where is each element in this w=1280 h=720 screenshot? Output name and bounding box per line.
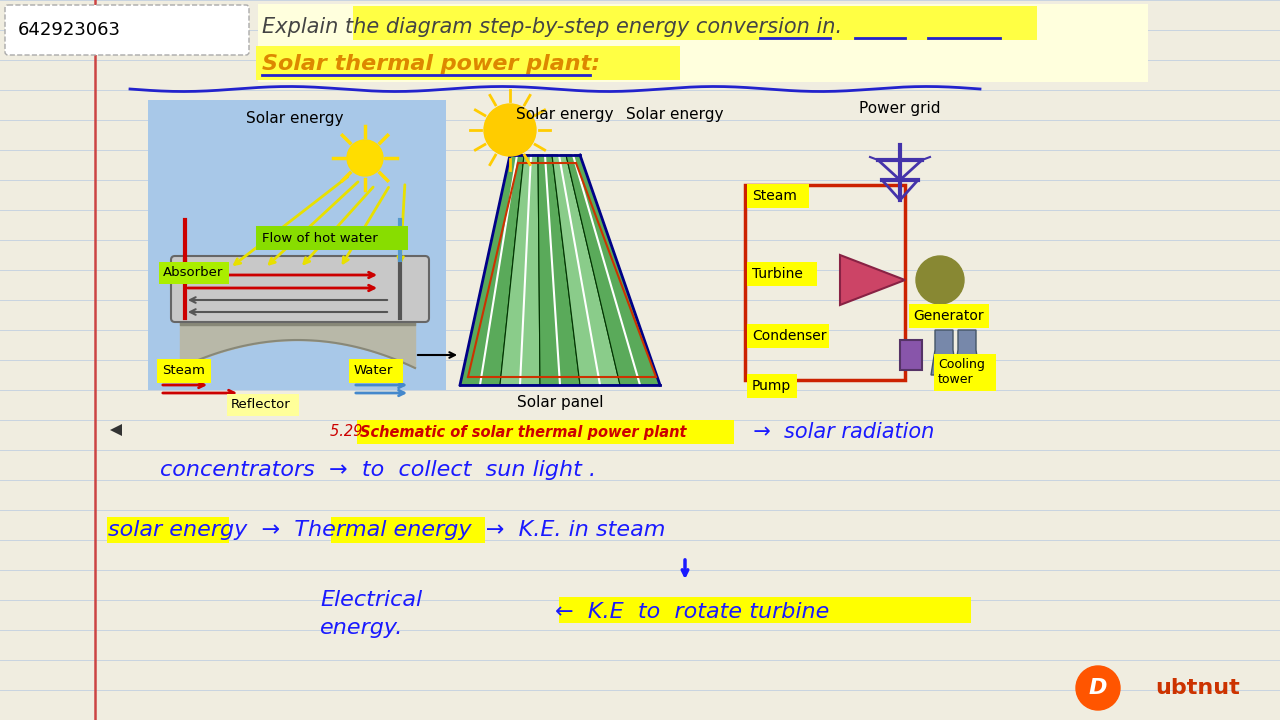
Text: Absorber: Absorber (163, 266, 224, 279)
Text: Flow of hot water: Flow of hot water (262, 232, 378, 245)
Polygon shape (566, 155, 660, 385)
FancyBboxPatch shape (159, 262, 229, 284)
Text: Steam: Steam (163, 364, 205, 377)
Circle shape (1076, 666, 1120, 710)
FancyBboxPatch shape (934, 354, 996, 391)
Polygon shape (460, 155, 524, 385)
Circle shape (916, 256, 964, 304)
FancyBboxPatch shape (748, 184, 809, 208)
Text: ubtnut: ubtnut (1155, 678, 1240, 698)
Text: Cooling
tower: Cooling tower (938, 358, 984, 386)
FancyBboxPatch shape (909, 304, 989, 328)
FancyBboxPatch shape (172, 256, 429, 322)
Text: Electrical: Electrical (320, 590, 422, 610)
FancyBboxPatch shape (900, 340, 922, 370)
Polygon shape (954, 330, 980, 375)
Text: Explain the diagram step-by-step energy conversion in.: Explain the diagram step-by-step energy … (262, 17, 842, 37)
Text: Steam: Steam (753, 189, 797, 203)
FancyBboxPatch shape (256, 46, 680, 80)
Text: Reflector: Reflector (230, 398, 291, 412)
Text: 5.29: 5.29 (330, 425, 367, 439)
Text: solar energy  →  Thermal energy  →  K.E. in steam: solar energy → Thermal energy → K.E. in … (108, 520, 666, 540)
Polygon shape (840, 255, 905, 305)
FancyBboxPatch shape (357, 420, 733, 444)
FancyBboxPatch shape (157, 359, 211, 383)
FancyBboxPatch shape (108, 517, 229, 543)
FancyBboxPatch shape (353, 6, 1037, 40)
FancyBboxPatch shape (748, 262, 817, 286)
FancyBboxPatch shape (5, 5, 250, 55)
Polygon shape (500, 155, 540, 385)
FancyBboxPatch shape (256, 226, 408, 250)
Polygon shape (538, 155, 580, 385)
Text: Condenser: Condenser (753, 329, 827, 343)
Text: Turbine: Turbine (753, 267, 803, 281)
Text: D: D (1089, 678, 1107, 698)
Circle shape (347, 140, 383, 176)
Text: →  solar radiation: → solar radiation (740, 422, 934, 442)
Text: Pump: Pump (753, 379, 791, 393)
FancyBboxPatch shape (148, 100, 445, 390)
FancyBboxPatch shape (748, 324, 829, 348)
Text: Power grid: Power grid (859, 101, 941, 115)
Text: 642923063: 642923063 (18, 21, 122, 39)
Polygon shape (110, 424, 122, 436)
FancyBboxPatch shape (332, 517, 485, 543)
FancyBboxPatch shape (559, 597, 972, 623)
Text: Generator: Generator (913, 309, 983, 323)
FancyBboxPatch shape (227, 394, 300, 416)
FancyBboxPatch shape (349, 359, 403, 383)
Text: Solar panel: Solar panel (517, 395, 603, 410)
FancyBboxPatch shape (748, 374, 797, 398)
Text: Solar energy: Solar energy (626, 107, 723, 122)
Circle shape (484, 104, 536, 156)
Text: Solar energy: Solar energy (246, 110, 344, 125)
Text: Water: Water (355, 364, 393, 377)
FancyBboxPatch shape (259, 4, 1148, 82)
Text: ←  K.E  to  rotate turbine: ← K.E to rotate turbine (556, 602, 829, 622)
Polygon shape (931, 330, 957, 375)
Text: Solar energy: Solar energy (516, 107, 613, 122)
Text: Solar thermal power plant:: Solar thermal power plant: (262, 54, 600, 74)
Text: concentrators  →  to  collect  sun light .: concentrators → to collect sun light . (160, 460, 596, 480)
Polygon shape (552, 155, 620, 385)
Text: energy.: energy. (320, 618, 403, 638)
Text: Schematic of solar thermal power plant: Schematic of solar thermal power plant (360, 425, 686, 439)
